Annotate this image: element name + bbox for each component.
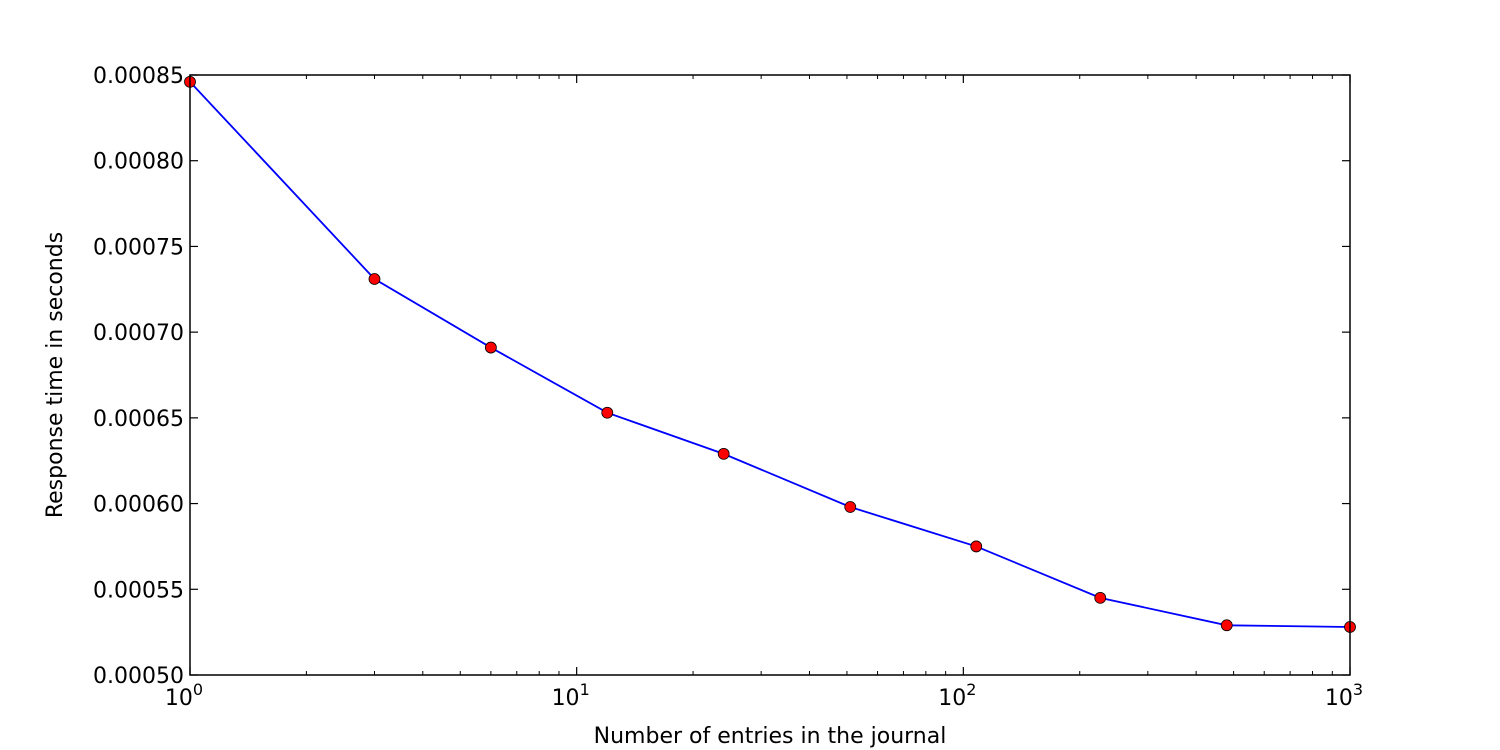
y-tick-label: 0.00055 <box>93 578 184 603</box>
y-tick-label: 0.00085 <box>93 64 184 89</box>
data-point <box>601 406 614 419</box>
y-tick-label: 0.00075 <box>93 235 184 260</box>
y-tick-label: 0.00080 <box>93 150 184 175</box>
labels-layer: Number of entries in the journal Respons… <box>43 232 946 749</box>
y-tick-label: 0.00050 <box>93 664 184 689</box>
data-point <box>844 501 857 513</box>
x-tick-label-exponent: 2 <box>966 680 976 699</box>
x-tick-label: 102 <box>938 680 976 711</box>
plot-frame <box>189 74 1351 676</box>
x-tick-label-base: 10 <box>1325 686 1353 711</box>
data-point <box>970 540 983 553</box>
data-point <box>484 341 497 354</box>
data-point <box>717 447 730 460</box>
series-layer <box>184 75 1356 633</box>
x-tick-label: 100 <box>165 680 203 711</box>
y-tick-label: 0.00070 <box>93 321 184 346</box>
x-tick-label-base: 10 <box>938 686 966 711</box>
series-line <box>189 81 1351 628</box>
x-axis-label: Number of entries in the journal <box>594 724 947 749</box>
x-tick-label: 103 <box>1325 680 1363 711</box>
data-point <box>1094 591 1107 604</box>
data-point <box>368 273 381 285</box>
data-point <box>1220 619 1233 632</box>
x-tick-label-exponent: 0 <box>193 680 203 699</box>
y-tick-label: 0.00060 <box>93 493 184 518</box>
x-tick-label: 101 <box>552 680 590 711</box>
y-tick-label: 0.00065 <box>93 407 184 432</box>
x-tick-label-exponent: 3 <box>1353 680 1363 699</box>
x-tick-label-base: 10 <box>165 686 193 711</box>
x-tick-label-exponent: 1 <box>580 680 590 699</box>
plot-background <box>190 75 1350 675</box>
x-tick-label-base: 10 <box>552 686 580 711</box>
y-axis-label: Response time in seconds <box>43 232 68 518</box>
ticks-layer: 0.00050 0.00055 0.00060 0.00065 0.00070 0.000… <box>93 64 1363 711</box>
